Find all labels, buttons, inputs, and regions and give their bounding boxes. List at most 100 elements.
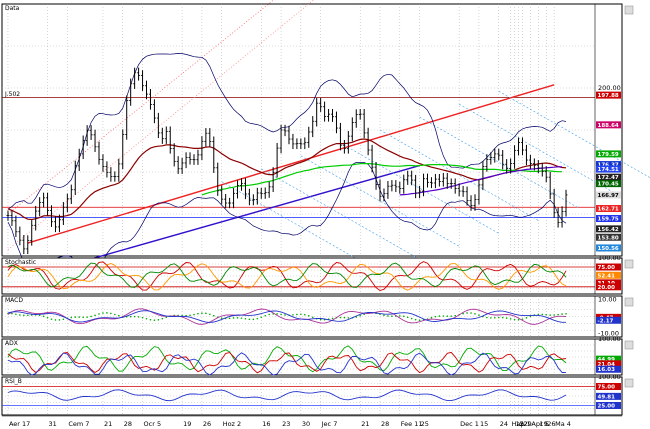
pane-scroll-icon [624,259,634,269]
x-tick-label: 21 [104,420,112,428]
macd-histogram-dot [42,315,45,318]
macd-histogram-dot [561,313,563,315]
macd-histogram-dot [58,319,61,321]
macd-histogram-dot [434,315,437,318]
value-box-label: -2.17 [598,318,614,324]
macd-histogram-dot [304,313,306,316]
value-box [596,360,621,368]
macd-histogram-dot [450,315,453,317]
macd-histogram-dot [537,313,540,316]
x-tick-label: Aer 17 [9,420,30,428]
macd-histogram-dot [557,313,559,316]
macd-histogram-dot [228,317,231,320]
macd-histogram-dot [197,312,199,315]
x-tick-label: 19 [183,420,191,428]
macd-histogram-dot [319,318,322,321]
value-box-label: 25.00 [598,404,616,410]
macd-histogram-dot [553,314,555,316]
macd-histogram-dot [296,313,298,316]
value-box [596,161,621,169]
trend-line [27,84,555,244]
value-box [596,279,621,287]
macd-histogram-dot [343,316,346,319]
macd-histogram-dot [276,313,278,315]
macd-histogram-dot [383,314,385,317]
x-tick-label: Dec 1 [460,420,479,428]
macd-histogram-dot [74,316,77,318]
x-tick-label: 30 [302,420,310,428]
pane-label-stochastic: Stochastic [5,259,36,266]
pane-rsi: RSI_B 100.00 75.00 49.81 25.00 [1,373,623,416]
value-box-label: 21.04 [598,362,616,368]
x-tick-label: Apr 5 [531,420,548,428]
pane-scroll-icon [624,297,634,307]
macd-histogram-dot [331,317,334,320]
value-box-label: 153.80 [598,235,619,241]
macd-histogram-dot [11,312,13,315]
x-tick-label: 28 [381,420,389,428]
value-box-label: 75.00 [598,265,616,271]
value-box-label: 174.51 [598,167,619,173]
macd-histogram-dot [478,314,480,316]
value-box-label: 176.37 [598,163,619,169]
macd-histogram-dot [149,318,152,321]
value-box-label: 179.59 [598,152,619,158]
macd-histogram-dot [117,314,120,317]
macd-histogram-dot [513,318,516,321]
macd-histogram-dot [474,313,476,315]
macd-histogram-dot [347,317,350,319]
macd-histogram-dot [94,314,96,317]
x-tick-label: 25 [421,420,429,428]
macd-histogram-dot [339,316,342,319]
macd-histogram-dot [129,315,132,318]
level-label: J.502 [4,91,20,98]
x-axis: Aer 17 31 Cem 7 21 28 Ocr 5 19 26 Hoz 2 16 23 30 Jec… [2,5,634,428]
value-box-label: 49.81 [598,394,616,400]
x-tick-label: 26 [547,420,555,428]
macd-histogram-dot [15,313,17,316]
value-box [596,316,621,324]
macd-histogram-dot [161,317,164,320]
value-box-label: 170.45 [598,182,619,188]
value-box [596,205,621,213]
x-tick-label: Jec 7 [321,420,338,428]
macd-histogram-dot [359,314,362,317]
macd-histogram-dot [406,316,409,319]
rsi-line-0 [7,389,567,402]
value-box [596,215,621,223]
macd-histogram-dot [541,313,544,316]
x-tick-label: 28 [124,420,132,428]
macd-histogram-dot [54,319,57,321]
macd-histogram-dot [442,315,445,317]
value-box-label: 197.88 [598,93,619,99]
pane-scroll-icon [624,5,634,15]
macd-histogram-dot [410,317,413,320]
value-box [596,271,621,279]
macd-histogram-dot [268,313,270,316]
value-box-label: 20.00 [598,285,616,291]
value-box-label: 150.56 [598,246,619,252]
value-box-label: 188.64 [598,123,619,129]
stochastic-line-0 [7,261,567,291]
macd-histogram-dot [311,316,314,319]
macd-histogram-dot [363,313,365,316]
macd-histogram-dot [486,316,488,319]
trend-line [7,0,315,250]
value-box-label: 16.03 [598,367,616,373]
macd-histogram-dot [165,316,168,319]
x-tick-label: Cem 7 [68,420,89,428]
moving-average-line-0 [7,138,567,221]
value-box-label: 75.00 [598,385,616,391]
macd-histogram-dot [201,312,203,314]
macd-histogram-dot [133,315,136,318]
macd-histogram-dot [501,316,504,319]
macd-histogram-dot [189,314,191,317]
macd-histogram-dot [205,312,207,315]
value-box [596,263,621,271]
value-box [596,91,621,99]
macd-histogram-dot [50,318,53,320]
macd-histogram-dot [193,313,195,316]
macd-histogram-dot [509,318,512,320]
value-box [596,283,621,291]
